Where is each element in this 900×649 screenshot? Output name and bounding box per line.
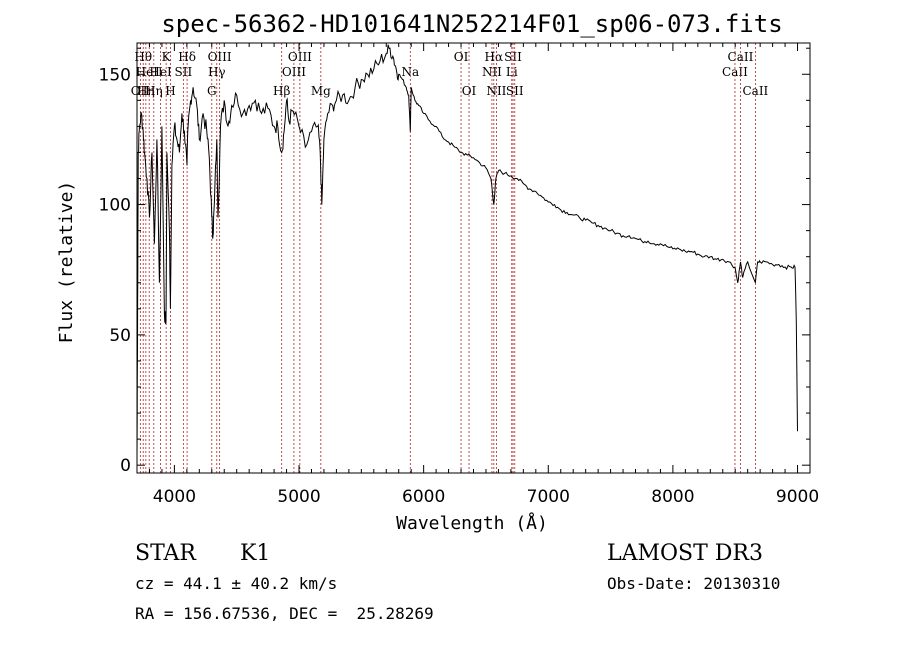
x-tick-label: 7000 <box>527 487 570 507</box>
x-tick-label: 6000 <box>402 487 445 507</box>
line-markers: OIIHθHηHeIIHηHeIKHSIIHδGHγOIIIHβOIIIOIII… <box>131 43 769 473</box>
x-tick-label: 4000 <box>153 487 196 507</box>
x-tick-label: 8000 <box>651 487 694 507</box>
line-marker-label: HeI <box>149 65 172 79</box>
line-marker-label: K <box>162 50 172 64</box>
spectrum-line <box>136 44 798 458</box>
coordinates: RA = 156.67536, DEC = 25.28269 <box>135 604 434 623</box>
line-marker-label: Li <box>506 65 518 79</box>
y-tick-label: 50 <box>109 326 131 346</box>
x-axis: 4000 5000 6000 7000 8000 9000 <box>136 43 819 507</box>
x-tick-label: 9000 <box>776 487 819 507</box>
y-tick-label: 0 <box>120 456 131 476</box>
line-marker-label: Mg <box>311 84 331 98</box>
line-marker-label: CaII <box>742 84 768 98</box>
line-marker-label: Hθ <box>134 50 152 64</box>
line-marker-label: OII <box>131 84 151 98</box>
y-tick-label: 100 <box>99 196 131 216</box>
line-marker-label: NII <box>486 84 506 98</box>
line-marker-label: HeII <box>136 65 163 79</box>
line-marker-label: Hα <box>485 50 504 64</box>
line-marker-label: Hη <box>145 84 163 98</box>
line-marker-label: H <box>165 84 175 98</box>
line-marker-label: G <box>207 84 217 98</box>
line-marker-label: CaII <box>722 65 748 79</box>
line-marker-label: NII <box>482 65 502 79</box>
line-marker-label: Hη <box>137 84 155 98</box>
line-marker-label: SII <box>506 84 524 98</box>
line-marker-label: Hγ <box>208 65 226 79</box>
line-marker-label: OI <box>462 84 477 98</box>
line-marker-label: OIII <box>288 50 312 64</box>
line-marker-label: Hβ <box>273 84 290 98</box>
line-marker-label: SII <box>504 50 522 64</box>
obs-date: Obs-Date: 20130310 <box>607 574 781 593</box>
object-class: STAR <box>135 541 196 566</box>
x-axis-label: Wavelength (Å) <box>396 512 548 534</box>
survey-name: LAMOST DR3 <box>607 541 763 566</box>
line-marker-label: OI <box>454 50 469 64</box>
line-marker-label: OIII <box>208 50 232 64</box>
y-tick-label: 150 <box>99 65 131 85</box>
redshift-readout: cz = 44.1 ± 40.2 km/s <box>135 574 338 593</box>
line-marker-label: CaII <box>728 50 754 64</box>
line-marker-label: OIII <box>282 65 306 79</box>
line-marker-label: Hδ <box>178 50 196 64</box>
chart-title: spec-56362-HD101641N252214F01_sp06-073.f… <box>161 10 782 38</box>
line-marker-label: SII <box>175 65 193 79</box>
y-axis: 0 50 100 150 <box>99 47 810 476</box>
spectrum-series <box>136 44 798 458</box>
object-subclass: K1 <box>240 541 271 566</box>
line-marker-label: Na <box>401 65 419 79</box>
y-axis-label: Flux (relative) <box>56 181 77 344</box>
x-tick-label: 5000 <box>277 487 320 507</box>
